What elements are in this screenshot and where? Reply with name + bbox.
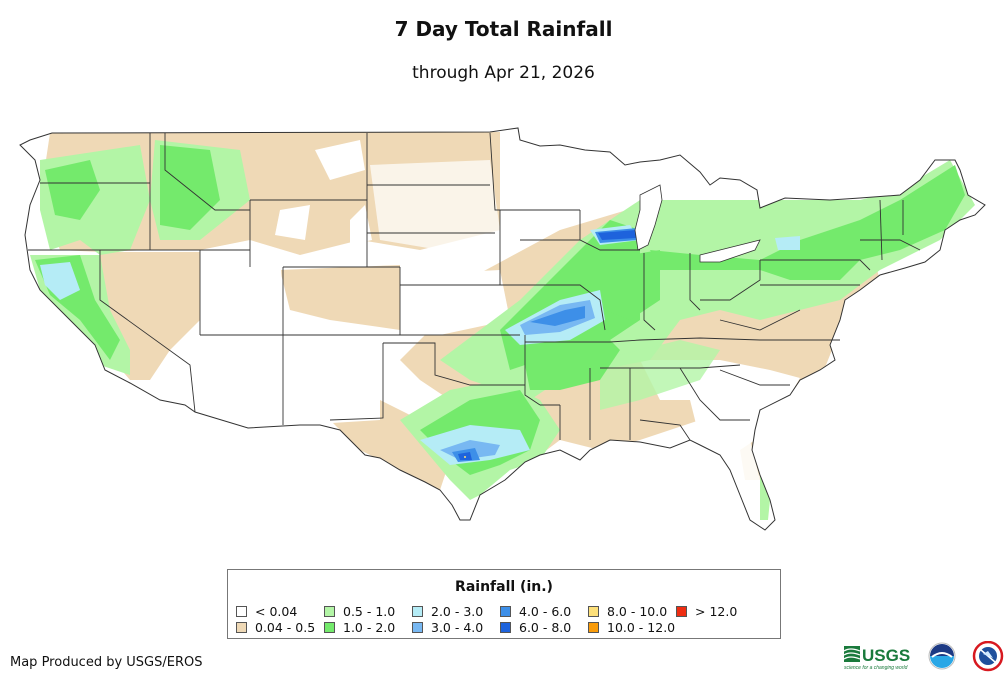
legend-label: 1.0 - 2.0 bbox=[343, 619, 396, 635]
legend-swatch bbox=[588, 621, 599, 633]
map-subtitle: through Apr 21, 2026 bbox=[412, 63, 595, 83]
legend-label: 0.5 - 1.0 bbox=[343, 603, 396, 619]
legend-label: 6.0 - 8.0 bbox=[519, 619, 572, 635]
legend-item: > 12.0 bbox=[676, 603, 764, 619]
legend-grid: < 0.04 0.04 - 0.5 0.5 - 1.0 1.0 - 2.0 2.… bbox=[236, 603, 764, 635]
rainfall-zones bbox=[30, 132, 975, 528]
rainfall-map bbox=[19, 127, 986, 531]
legend-swatch bbox=[324, 621, 335, 633]
legend-item: 0.04 - 0.5 bbox=[236, 619, 324, 635]
map-title: 7 Day Total Rainfall bbox=[394, 17, 613, 41]
legend-item: 8.0 - 10.0 bbox=[588, 603, 676, 619]
legend-title: Rainfall (in.) bbox=[455, 579, 553, 595]
legend-swatch bbox=[588, 605, 599, 617]
legend-label: 3.0 - 4.0 bbox=[431, 619, 484, 635]
legend-swatch bbox=[500, 605, 511, 617]
legend-label: < 0.04 bbox=[255, 603, 298, 619]
legend-item: 1.0 - 2.0 bbox=[324, 619, 412, 635]
legend-swatch bbox=[500, 621, 511, 633]
legend-item: 6.0 - 8.0 bbox=[500, 619, 588, 635]
map-credit: Map Produced by USGS/EROS bbox=[10, 655, 203, 670]
legend-swatch bbox=[676, 605, 687, 617]
legend-item: 4.0 - 6.0 bbox=[500, 603, 588, 619]
noaa-logo bbox=[928, 642, 956, 670]
usgs-logo: USGS science for a changing world bbox=[843, 646, 910, 671]
legend-swatch bbox=[324, 605, 335, 617]
conus-outline bbox=[19, 127, 986, 531]
legend-swatch bbox=[236, 605, 247, 617]
legend-label: 2.0 - 3.0 bbox=[431, 603, 484, 619]
usgs-tagline: science for a changing world bbox=[844, 665, 908, 671]
legend-label: 10.0 - 12.0 bbox=[607, 619, 676, 635]
legend-item: < 0.04 bbox=[236, 603, 324, 619]
legend-item: 2.0 - 3.0 bbox=[412, 603, 500, 619]
legend-item: 10.0 - 12.0 bbox=[588, 619, 676, 635]
legend-label: > 12.0 bbox=[695, 603, 738, 619]
usgs-wordmark: USGS bbox=[862, 646, 910, 665]
great-lakes bbox=[634, 184, 761, 263]
legend-item: 3.0 - 4.0 bbox=[412, 619, 500, 635]
legend-swatch bbox=[236, 621, 247, 633]
agency-logos: USGS science for a changing world bbox=[843, 641, 1004, 672]
legend: Rainfall (in.) < 0.04 0.04 - 0.5 0.5 - 1… bbox=[227, 569, 781, 639]
legend-label: 8.0 - 10.0 bbox=[607, 603, 668, 619]
state-boundaries bbox=[28, 132, 921, 441]
legend-swatch bbox=[412, 621, 423, 633]
legend-label: 4.0 - 6.0 bbox=[519, 603, 572, 619]
legend-label: 0.04 - 0.5 bbox=[255, 619, 316, 635]
legend-swatch bbox=[412, 605, 423, 617]
legend-item: 0.5 - 1.0 bbox=[324, 603, 412, 619]
nws-logo bbox=[972, 641, 1004, 672]
